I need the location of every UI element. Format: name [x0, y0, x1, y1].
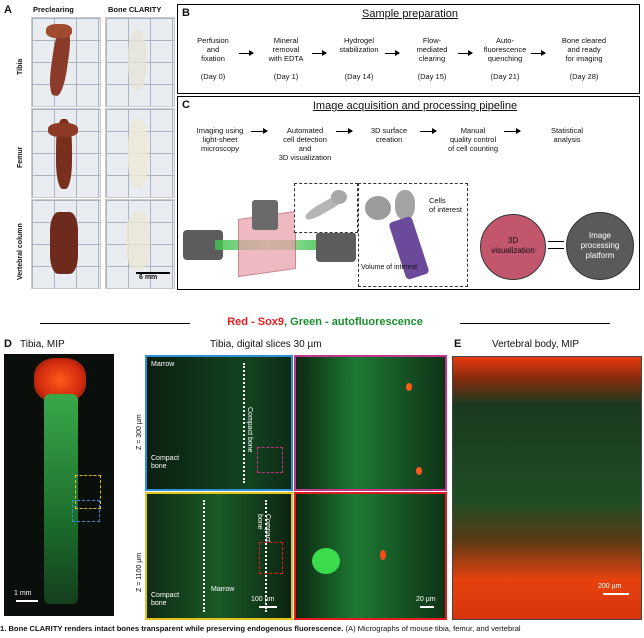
prep-arrow — [312, 50, 327, 56]
pipeline-step: Statistical analysis — [550, 126, 584, 144]
panel-c-label: C — [182, 99, 190, 111]
scale-bar-line — [136, 272, 170, 274]
prep-step-day: (Day 14) — [344, 72, 374, 81]
scale-bar-d — [16, 600, 38, 602]
femur-3d-inset — [294, 183, 358, 233]
cells-label: Cells of interest — [429, 196, 462, 214]
prep-arrow — [239, 50, 254, 56]
panel-a-label: A — [4, 4, 12, 16]
panel-b-box — [177, 4, 640, 94]
roi-blue — [72, 500, 100, 522]
slice-z1100-zoom: 20 µm — [294, 492, 447, 620]
arrow-left — [548, 248, 564, 249]
prep-step: Perfusion and fixation — [197, 36, 229, 63]
voi-inset: Cells of interest Volume of interest — [358, 183, 468, 287]
photo-vertebral-preclearing — [31, 199, 101, 289]
stain-green: , Green - autofluorescence — [284, 316, 423, 328]
row-label-tibia: Tibia — [17, 58, 24, 75]
photo-femur-preclearing — [31, 108, 101, 198]
slice-z300-overview: Marrow Compact bone Compact bone — [145, 355, 293, 491]
prep-step: Mineral removal with EDTA — [268, 36, 304, 63]
pipeline-step: Manual quality control of cell counting — [447, 126, 499, 153]
slices-title: Tibia, digital slices 30 µm — [210, 339, 322, 350]
prep-arrow — [531, 50, 546, 56]
sox9-cell — [380, 550, 386, 560]
circle-image-processing: Image processing platform — [566, 212, 634, 280]
stain-title: Red - Sox9, Green - autofluorescence — [185, 316, 465, 328]
prep-step: Hydrogel stabilization — [339, 36, 379, 54]
prep-step-day: (Day 0) — [200, 72, 226, 81]
roi-magenta — [257, 447, 283, 473]
objective-top — [252, 200, 278, 230]
vertebral-mip-image: 200 µm — [452, 356, 642, 620]
row-label-femur: Femur — [17, 146, 24, 168]
row-label-vertebral: Vertebral column — [17, 223, 24, 280]
panel-e-label: E — [454, 338, 462, 350]
pipeline-arrow — [504, 128, 521, 134]
sox9-cell — [406, 383, 412, 391]
figure-caption: 1. Bone CLARITY renders intact bones tra… — [0, 624, 521, 633]
pipeline-step: 3D surface creation — [370, 126, 408, 144]
z1100-label: Z = 1100 µm — [136, 552, 143, 592]
col-header-preclearing: Preclearing — [33, 5, 74, 14]
panel-b-label: B — [182, 7, 190, 19]
panel-b-title: Sample preparation — [361, 8, 458, 20]
prep-arrow — [458, 50, 473, 56]
scale-bar-e — [603, 593, 629, 595]
arrow-right — [548, 241, 564, 242]
slice-z1100-overview: Marrow Compact bone Compact bone 100 µm — [145, 492, 293, 620]
prep-step: Flow- mediated clearing — [416, 36, 448, 63]
scale-bar-label: 6 mm — [139, 274, 158, 281]
divider-right — [460, 323, 610, 324]
pipeline-arrow — [420, 128, 437, 134]
tibia-mip-image: 1 mm — [4, 354, 114, 616]
panel-c-box — [177, 96, 640, 290]
slice-z300-zoom — [294, 355, 447, 491]
col-header-bone-clarity: Bone CLARITY — [108, 5, 162, 14]
prep-step-day: (Day 28) — [569, 72, 599, 81]
photo-femur-cleared — [105, 108, 175, 198]
stain-red: Red - Sox9 — [227, 316, 285, 328]
roi-red — [259, 542, 283, 574]
pipeline-step: Imaging using light-sheet microscopy — [196, 126, 244, 153]
roi-yellow — [75, 475, 101, 509]
prep-arrow — [385, 50, 400, 56]
pipeline-step: Automated cell detection and 3D visualiz… — [278, 126, 332, 162]
panel-d-label: D — [4, 338, 12, 350]
prep-step: Auto- fluorescence quenching — [483, 36, 527, 63]
circle-3d-visualization: 3D visualization — [480, 214, 546, 280]
objective-right — [316, 232, 356, 262]
photo-tibia-preclearing — [31, 17, 101, 107]
panel-c-title: Image acquisition and processing pipelin… — [312, 100, 518, 112]
panel-e-title: Vertebral body, MIP — [492, 339, 580, 350]
prep-step-day: (Day 1) — [273, 72, 299, 81]
pipeline-arrow — [251, 128, 268, 134]
voi-label: Volume of interest — [361, 264, 418, 271]
z300-label: Z = 300 µm — [136, 414, 143, 450]
prep-step-day: (Day 21) — [490, 72, 520, 81]
pipeline-arrow — [336, 128, 353, 134]
prep-step-day: (Day 15) — [417, 72, 447, 81]
panel-d-title: Tibia, MIP — [20, 339, 65, 350]
photo-tibia-cleared — [105, 17, 175, 107]
sox9-cell — [416, 467, 422, 475]
divider-left — [40, 323, 190, 324]
photo-vertebral-cleared: 6 mm — [105, 199, 175, 289]
prep-step: Bone cleared and ready for imaging — [561, 36, 607, 63]
